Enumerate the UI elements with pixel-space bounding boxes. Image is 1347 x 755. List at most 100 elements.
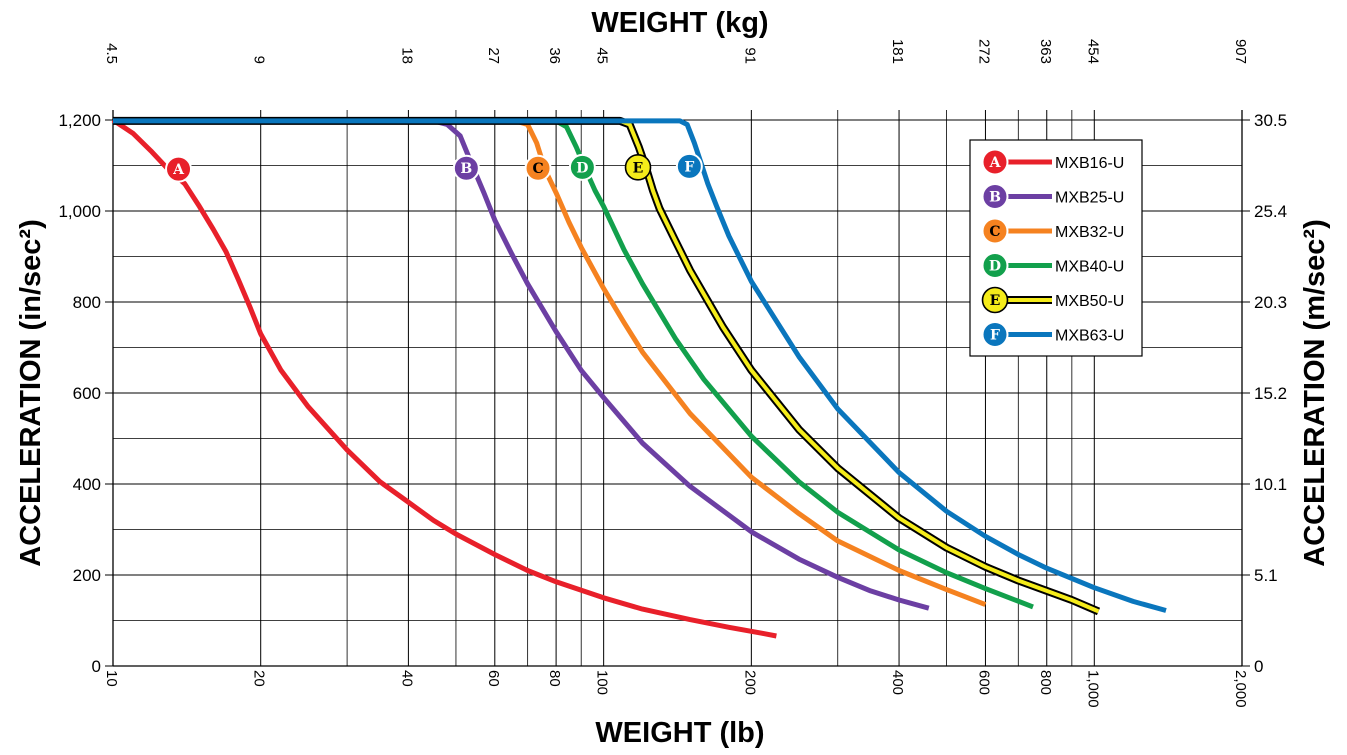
x-tick-label-top: 363: [1037, 39, 1054, 64]
y-tick-label-left: 1,200: [58, 111, 101, 130]
legend-badge-F: F: [981, 321, 1009, 348]
legend-badge-B-circle: [981, 183, 1009, 210]
x-tick-label-top: 4.5: [103, 43, 120, 64]
x-tick-label-bottom: 600: [975, 670, 992, 695]
curve-badge-E-letter: E: [633, 160, 644, 176]
series-line-F: [113, 118, 1167, 613]
legend-item-C: C MXB32-U: [981, 217, 1124, 245]
curve-badge-A: A: [165, 155, 193, 183]
top-x-axis-title: WEIGHT (kg): [591, 7, 768, 39]
legend-label: MXB25-U: [1055, 190, 1124, 207]
legend-badge-E: E: [981, 286, 1009, 314]
x-tick-label-top: 454: [1084, 39, 1101, 64]
y-tick-label-left: 600: [73, 384, 101, 403]
y-tick-label-left: 1,000: [58, 202, 101, 221]
legend-label: MXB16-U: [1055, 155, 1124, 172]
x-tick-label-bottom: 100: [594, 670, 611, 695]
y-tick-label-right: 20.3: [1254, 293, 1287, 312]
legend-badge-C-circle: [981, 217, 1009, 245]
curve-badge-C-circle: [524, 154, 552, 182]
curve-badge-F: F: [675, 152, 703, 180]
x-tick-label-top: 36: [546, 47, 563, 64]
series-layer: [111, 116, 1167, 639]
curve-badge-A-circle: [165, 155, 193, 183]
legend-badge-F-circle: [981, 321, 1009, 348]
series-line-A: [111, 117, 777, 639]
curve-badge-F-circle: [675, 152, 703, 180]
curve-badges: A B C D E F: [165, 152, 703, 183]
curve-badge-B-circle: [452, 154, 480, 182]
legend-badge-D: D: [981, 252, 1009, 279]
x-tick-label-bottom: 20: [251, 670, 268, 687]
right-y-axis-title: ACCELERATION (m/sec²): [1299, 219, 1331, 567]
tick-labels: 0 200 400 600 800 1,000 1,200 0 5.1 10.1 15.2 20.3 2…: [58, 39, 1287, 708]
y-tick-label-right: 5.1: [1254, 566, 1278, 585]
legend-label: MXB32-U: [1055, 224, 1124, 241]
legend-badge-A-circle: [981, 148, 1009, 176]
legend-label: MXB63-U: [1055, 328, 1124, 345]
x-tick-label-bottom: 200: [741, 670, 758, 695]
curve-badge-C-letter: C: [532, 161, 543, 177]
curve-badge-E: E: [624, 154, 652, 181]
legend-badge-D-letter: D: [989, 259, 1001, 275]
curve-badge-F-letter: F: [684, 159, 694, 175]
x-tick-label-top: 9: [251, 56, 268, 64]
legend-badge-C: C: [981, 217, 1009, 245]
legend-badge-A: A: [981, 148, 1009, 176]
x-tick-label-top: 272: [975, 39, 992, 64]
legend-item-D: D MXB40-U: [981, 252, 1124, 279]
curve-badge-D: D: [568, 153, 596, 181]
series-line-C: [113, 118, 987, 607]
legend-item-E: E MXB50-U: [981, 286, 1124, 314]
x-tick-label-bottom: 1,000: [1084, 670, 1101, 708]
legend-badge-A-letter: A: [989, 155, 1002, 171]
y-tick-label-left: 400: [73, 475, 101, 494]
x-tick-label-top: 45: [594, 47, 611, 64]
y-tick-label-right: 10.1: [1254, 475, 1287, 494]
curve-badge-A-letter: A: [172, 162, 185, 178]
legend: A MXB16-U B MXB25-U C MXB32-U D MXB40-U E MXB50-U…: [969, 139, 1143, 357]
x-tick-label-bottom: 60: [485, 670, 502, 687]
curve-badge-C: C: [524, 154, 552, 182]
legend-badge-B: B: [981, 183, 1009, 210]
series-line-D: [113, 118, 1034, 610]
y-tick-label-right: 0: [1254, 657, 1263, 676]
x-tick-label-bottom: 80: [546, 670, 563, 687]
left-y-axis-title: ACCELERATION (in/sec²): [15, 219, 47, 566]
legend-badge-F-letter: F: [990, 328, 1000, 344]
x-tick-label-bottom: 400: [889, 670, 906, 695]
legend-badge-D-circle: [981, 252, 1009, 279]
legend-badge-E-letter: E: [990, 293, 1001, 309]
curve-badge-D-circle: [568, 153, 596, 181]
y-tick-label-left: 0: [92, 657, 101, 676]
y-tick-label-right: 15.2: [1254, 384, 1287, 403]
legend-label: MXB50-U: [1055, 293, 1124, 310]
y-tick-label-right: 30.5: [1254, 111, 1287, 130]
x-tick-label-bottom: 800: [1037, 670, 1054, 695]
legend-badge-B-letter: B: [989, 190, 1001, 206]
curve-badge-B-letter: B: [460, 161, 472, 177]
x-tick-label-top: 27: [485, 47, 502, 64]
legend-badge-C-letter: C: [989, 224, 1000, 240]
x-tick-label-bottom: 2,000: [1232, 670, 1249, 708]
y-tick-label-left: 200: [73, 566, 101, 585]
legend-item-B: B MXB25-U: [981, 183, 1124, 210]
series-line-E: [113, 118, 1100, 614]
legend-item-A: A MXB16-U: [981, 148, 1124, 176]
legend-box: [969, 139, 1143, 357]
x-tick-label-top: 907: [1232, 39, 1249, 64]
series-line-B: [113, 118, 930, 611]
x-tick-label-top: 91: [741, 47, 758, 64]
legend-item-F: F MXB63-U: [981, 321, 1124, 348]
legend-label: MXB40-U: [1055, 259, 1124, 276]
y-tick-label-left: 800: [73, 293, 101, 312]
x-tick-label-top: 18: [398, 47, 415, 64]
curve-badge-E-circle: [624, 154, 652, 181]
bottom-x-axis-title: WEIGHT (lb): [595, 717, 764, 749]
curve-badge-D-letter: D: [576, 160, 588, 176]
x-tick-label-bottom: 40: [398, 670, 415, 687]
curve-badge-B: B: [452, 154, 480, 182]
x-tick-label-top: 181: [889, 39, 906, 64]
y-tick-label-right: 25.4: [1254, 202, 1287, 221]
